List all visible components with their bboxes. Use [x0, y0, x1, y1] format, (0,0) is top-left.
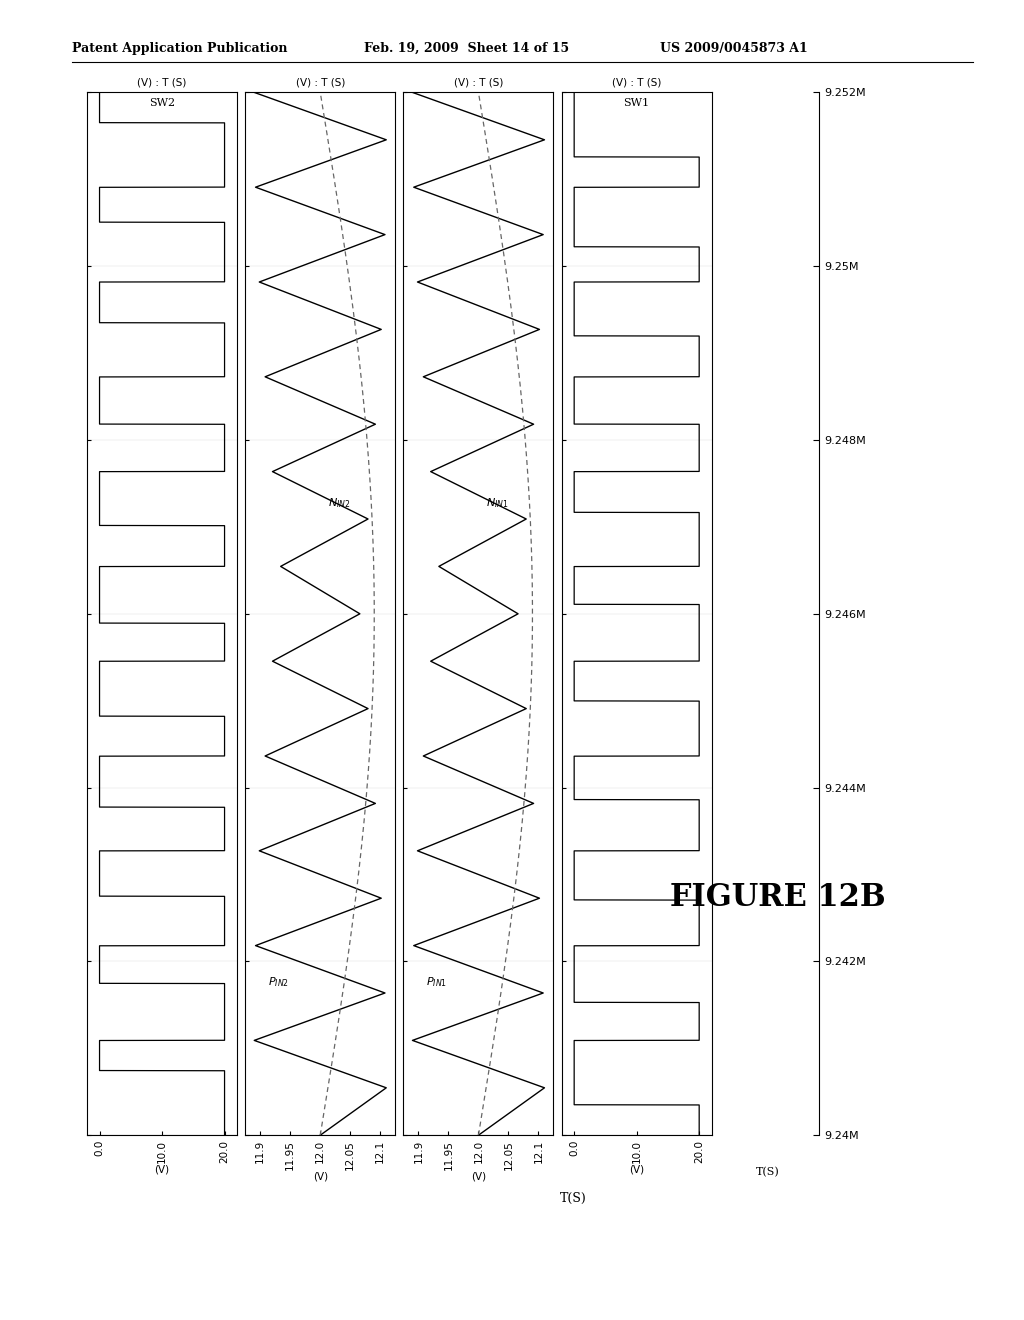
X-axis label: (V): (V): [629, 1164, 644, 1175]
Text: $P_{IN1}$: $P_{IN1}$: [426, 975, 447, 989]
Text: T(S): T(S): [560, 1192, 587, 1205]
Text: (V) : T (S): (V) : T (S): [454, 77, 503, 87]
Text: SW2: SW2: [148, 98, 175, 108]
X-axis label: (V): (V): [155, 1164, 170, 1175]
X-axis label: (V): (V): [312, 1171, 328, 1181]
X-axis label: (V): (V): [471, 1171, 486, 1181]
Text: (V) : T (S): (V) : T (S): [296, 77, 345, 87]
Text: (V) : T (S): (V) : T (S): [137, 77, 186, 87]
Text: $N_{IN2}$: $N_{IN2}$: [328, 496, 350, 510]
Text: (V) : T (S): (V) : T (S): [612, 77, 662, 87]
Text: Patent Application Publication: Patent Application Publication: [72, 42, 287, 55]
Text: FIGURE 12B: FIGURE 12B: [671, 882, 886, 913]
Text: US 2009/0045873 A1: US 2009/0045873 A1: [660, 42, 808, 55]
Text: T(S): T(S): [756, 1167, 780, 1177]
Text: Feb. 19, 2009  Sheet 14 of 15: Feb. 19, 2009 Sheet 14 of 15: [364, 42, 568, 55]
Text: $N_{IN1}$: $N_{IN1}$: [486, 496, 509, 510]
Text: $P_{IN2}$: $P_{IN2}$: [267, 975, 289, 989]
Text: SW1: SW1: [624, 98, 650, 108]
